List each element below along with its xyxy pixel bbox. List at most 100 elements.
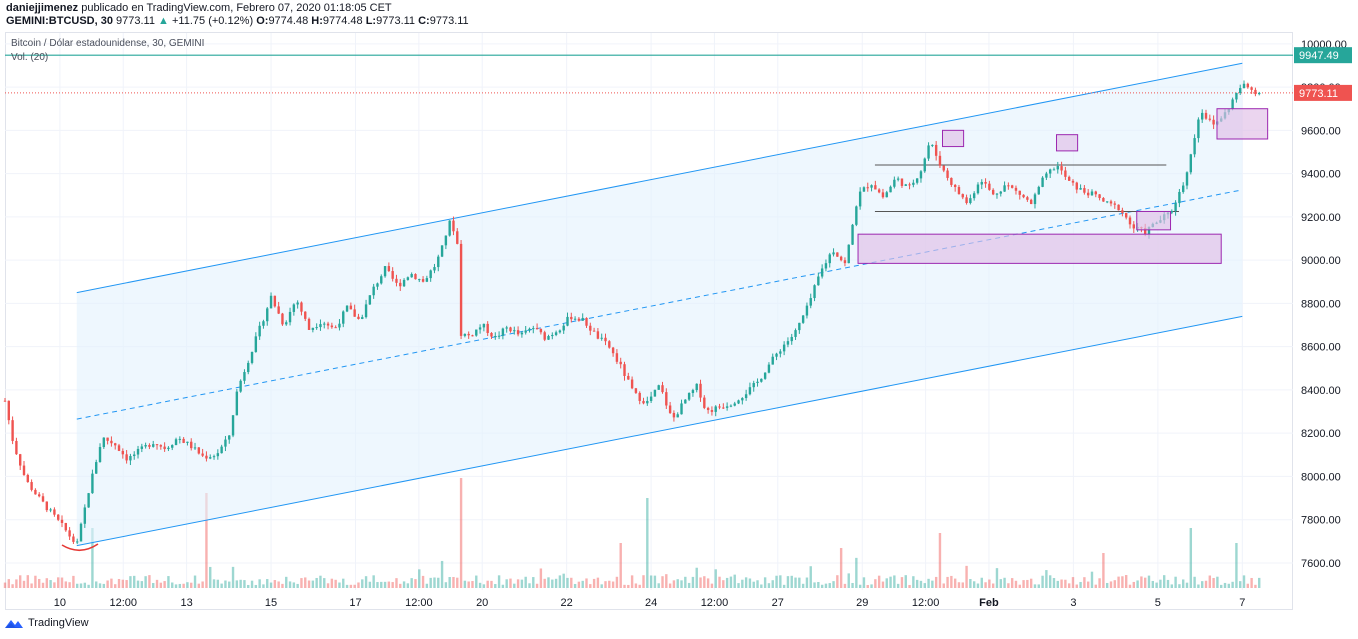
candle-body — [429, 270, 432, 279]
volume-bar — [1212, 578, 1215, 588]
candle-body — [1037, 186, 1040, 195]
zone-box[interactable] — [1056, 134, 1079, 152]
candle-body — [414, 274, 417, 280]
volume-bar — [364, 576, 368, 588]
volume-bar — [1235, 543, 1238, 588]
candle-body — [699, 383, 702, 398]
candle-body — [326, 323, 330, 326]
candle-body — [383, 266, 387, 277]
volume-bar — [205, 493, 208, 588]
volume-bar — [163, 581, 166, 588]
brand-name[interactable]: TradingView — [28, 617, 89, 629]
volume-bar — [285, 576, 288, 588]
candle-body — [931, 144, 934, 146]
volume-bar — [330, 578, 334, 588]
volume-bar — [756, 580, 759, 588]
volume-bar — [345, 584, 349, 588]
candles — [3, 80, 1261, 545]
volume-bar — [235, 580, 239, 588]
candle-body — [307, 318, 311, 330]
candle-body — [30, 482, 33, 490]
zone-box[interactable] — [941, 129, 965, 148]
author-name[interactable]: daniejjimenez — [6, 2, 79, 14]
volume-bar — [965, 565, 968, 588]
candle-body — [1170, 210, 1174, 213]
volume-bar — [513, 583, 516, 588]
volume-bar — [1109, 581, 1113, 588]
price-label-text: 9773.11 — [1299, 88, 1338, 100]
volume-bar — [3, 582, 7, 588]
candle-body — [1102, 198, 1105, 202]
chart-legend-title: Bitcoin / Dólar estadounidense, 30, GEMI… — [11, 38, 205, 49]
candle-body — [68, 530, 71, 537]
zone-box[interactable] — [1136, 210, 1172, 231]
volume-bar — [1140, 576, 1143, 588]
volume-bar — [1250, 577, 1253, 588]
candle-body — [893, 179, 896, 187]
volume-bar — [266, 579, 269, 588]
candle-body — [1197, 119, 1200, 139]
volume-bar — [1193, 576, 1196, 588]
candle-body — [364, 304, 368, 318]
volume-bar — [611, 581, 615, 588]
volume-bar — [7, 579, 11, 588]
candle-body — [649, 396, 653, 401]
candle-body — [1147, 227, 1151, 235]
volume-bar — [1029, 578, 1033, 588]
volume-bar — [1033, 584, 1037, 588]
candle-body — [171, 445, 174, 448]
volume-bar — [1117, 576, 1120, 588]
candle-body — [801, 315, 805, 323]
candle-body — [741, 398, 744, 401]
last-price: 9773.11 — [116, 15, 155, 27]
volume-bar — [828, 583, 831, 588]
candle-body — [1174, 203, 1177, 211]
volume-bar — [638, 584, 641, 588]
volume-bar — [1189, 528, 1193, 588]
candle-body — [1239, 88, 1242, 93]
volume-bar — [1231, 581, 1234, 588]
volume-bar — [444, 582, 448, 588]
candle-body — [570, 316, 573, 320]
volume-bar — [475, 575, 478, 588]
candle-body — [319, 324, 322, 328]
candle-body — [923, 158, 926, 172]
candle-body — [566, 316, 569, 326]
candle-body — [1022, 194, 1025, 198]
candle-body — [353, 309, 356, 317]
channel-upper-line[interactable] — [76, 62, 1243, 294]
zone-box[interactable] — [857, 233, 1222, 264]
candle-body — [706, 407, 710, 411]
volume-bar — [338, 582, 341, 588]
volume-bar — [912, 576, 915, 588]
volume-bar — [1239, 581, 1242, 588]
candle-body — [395, 278, 398, 283]
x-tick-label: 12:00 — [405, 597, 433, 609]
volume-bar — [1174, 576, 1177, 588]
candle-body — [684, 399, 687, 404]
volume-bar — [889, 576, 892, 588]
volume-bar — [220, 583, 223, 588]
volume-bar — [619, 543, 622, 588]
candle-body — [619, 361, 622, 365]
volume-bar — [642, 575, 645, 588]
candle-body — [1014, 187, 1018, 191]
candle-body — [216, 453, 220, 457]
zone-box[interactable] — [1216, 108, 1269, 140]
volume-bar — [980, 577, 983, 588]
volume-bar — [197, 583, 201, 588]
channel-lower-line[interactable] — [76, 315, 1243, 547]
candle-body — [110, 440, 113, 444]
candle-body — [262, 321, 265, 326]
candle-body — [1056, 166, 1059, 170]
volume-bar — [171, 582, 174, 588]
y-tick-label: 8400.00 — [1301, 385, 1341, 397]
candle-body — [858, 191, 862, 207]
high-value: 9774.48 — [322, 15, 363, 27]
candle-body — [627, 375, 630, 380]
candle-body — [22, 465, 26, 475]
volume-bar — [216, 579, 220, 588]
tradingview-logo-icon[interactable] — [4, 617, 24, 629]
volume-bar — [144, 576, 147, 588]
